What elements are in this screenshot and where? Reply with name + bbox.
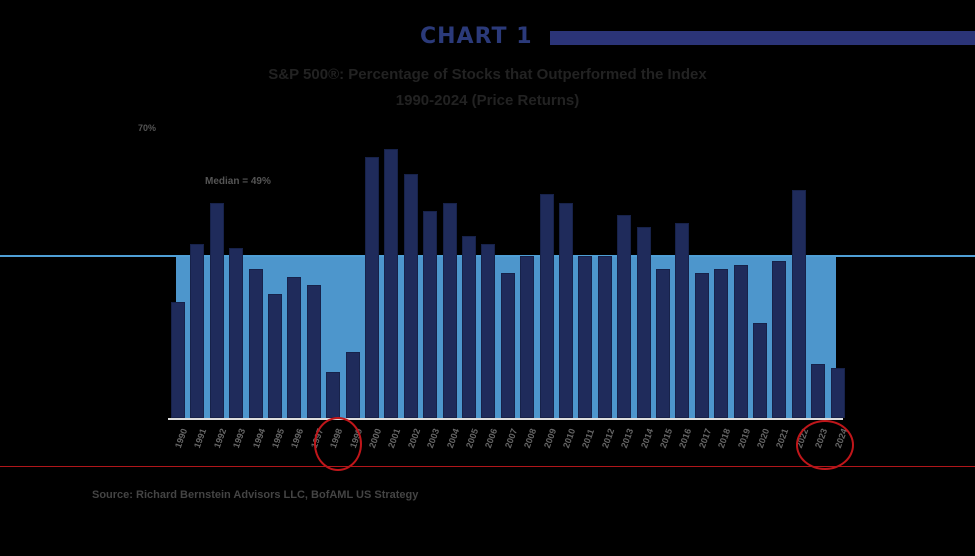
bar-2010 — [559, 202, 573, 418]
x-tick-2002: 2002 — [405, 427, 423, 450]
bar-2023 — [811, 364, 826, 418]
x-tick-2017: 2017 — [696, 427, 714, 450]
bar-2018 — [714, 268, 729, 418]
bar-1996 — [287, 277, 302, 418]
bar-1992 — [209, 202, 224, 418]
bar-2000 — [365, 157, 379, 418]
bar-2008 — [520, 256, 535, 418]
x-tick-1994: 1994 — [250, 427, 267, 450]
x-tick-2004: 2004 — [444, 427, 461, 450]
bar-2013 — [617, 215, 632, 418]
x-tick-2010: 2010 — [561, 427, 578, 450]
bar-1994 — [248, 268, 263, 418]
x-tick-2005: 2005 — [464, 427, 481, 450]
bar-1993 — [229, 248, 244, 418]
x-tick-1995: 1995 — [270, 427, 287, 450]
bar-1995 — [268, 293, 282, 418]
x-tick-2007: 2007 — [502, 427, 520, 450]
x-tick-2013: 2013 — [619, 427, 636, 450]
chart-title: S&P 500®: Percentage of Stocks that Outp… — [268, 66, 707, 83]
source-note: Source: Richard Bernstein Advisors LLC, … — [92, 489, 419, 501]
x-tick-2001: 2001 — [386, 427, 403, 450]
x-tick-1993: 1993 — [231, 427, 248, 450]
highlight-circle-1998-1999 — [314, 417, 362, 471]
y-tick-top: 70% — [138, 123, 157, 133]
bar-1997 — [306, 285, 321, 418]
bar-2001 — [384, 148, 399, 418]
x-tick-2003: 2003 — [425, 427, 442, 450]
bar-2016 — [675, 223, 690, 418]
bar-2009 — [539, 194, 554, 418]
x-tick-2014: 2014 — [638, 427, 655, 450]
bar-2024 — [830, 368, 845, 418]
x-axis-baseline — [168, 418, 843, 420]
x-tick-1992: 1992 — [211, 427, 229, 450]
x-tick-2016: 2016 — [677, 427, 694, 450]
x-tick-2019: 2019 — [735, 427, 752, 450]
bar-2006 — [481, 244, 496, 418]
bar-2012 — [597, 256, 612, 418]
bar-2020 — [753, 322, 767, 418]
bar-2015 — [656, 268, 670, 418]
x-tick-2008: 2008 — [522, 427, 539, 450]
bar-2005 — [462, 235, 476, 418]
bar-1999 — [345, 351, 360, 418]
x-tick-2000: 2000 — [367, 427, 384, 450]
bar-2007 — [500, 273, 515, 418]
chart-label: CHART 1 — [420, 24, 533, 49]
x-tick-2020: 2020 — [755, 427, 772, 450]
bar-2011 — [578, 256, 593, 418]
highlight-circle-2023-2024 — [796, 420, 854, 470]
x-tick-2009: 2009 — [541, 427, 558, 450]
bar-1991 — [190, 244, 205, 418]
x-tick-1991: 1991 — [192, 427, 209, 450]
x-tick-2021: 2021 — [774, 427, 791, 450]
median-label: Median = 49% — [205, 176, 271, 187]
chart-subtitle: 1990-2024 (Price Returns) — [395, 92, 580, 109]
bar-2022 — [791, 190, 806, 418]
x-tick-2011: 2011 — [580, 427, 597, 450]
x-tick-2006: 2006 — [483, 427, 500, 450]
x-tick-2015: 2015 — [658, 427, 675, 450]
bar-2019 — [733, 264, 748, 418]
bar-2017 — [694, 273, 709, 418]
x-tick-2018: 2018 — [716, 427, 733, 450]
bar-1990 — [171, 302, 185, 418]
x-tick-1990: 1990 — [173, 427, 190, 450]
bar-2014 — [636, 227, 651, 418]
x-tick-1996: 1996 — [289, 427, 306, 450]
footer-rule — [0, 466, 975, 467]
x-tick-2012: 2012 — [599, 427, 617, 450]
chart-label-rule — [550, 31, 975, 45]
bar-2004 — [442, 202, 457, 418]
bar-1998 — [326, 372, 341, 418]
bar-2002 — [403, 173, 418, 418]
bar-2003 — [423, 210, 438, 418]
bar-2021 — [772, 260, 787, 418]
